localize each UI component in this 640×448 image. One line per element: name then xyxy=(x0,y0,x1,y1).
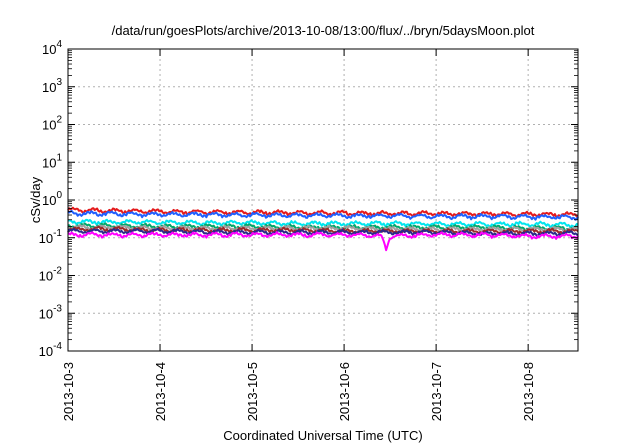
y-tick-label: 10-1 xyxy=(39,228,63,246)
y-tick-labels: 10-4 10-3 10-2 10-1 100 101 102 103 104 xyxy=(39,39,63,359)
y-tick-label: 103 xyxy=(42,77,62,95)
y-tick-label: 101 xyxy=(42,152,62,170)
y-axis-label: cSv/day xyxy=(28,176,43,223)
chart-title: /data/run/goesPlots/archive/2013-10-08/1… xyxy=(112,23,535,38)
x-tick-label: 2013-10-4 xyxy=(153,362,168,421)
y-tick-label: 104 xyxy=(42,39,62,57)
y-tick-label: 10-3 xyxy=(39,303,63,321)
x-tick-label: 2013-10-7 xyxy=(429,362,444,421)
x-tick-label: 2013-10-3 xyxy=(61,362,76,421)
y-tick-label: 100 xyxy=(42,190,62,208)
y-tick-label: 102 xyxy=(42,115,62,133)
series-line xyxy=(67,209,579,221)
grid xyxy=(68,49,578,351)
x-tick-label: 2013-10-8 xyxy=(521,362,536,421)
x-axis-label: Coordinated Universal Time (UTC) xyxy=(223,428,422,443)
series-line xyxy=(67,225,579,236)
axes xyxy=(67,48,579,352)
plot-frame xyxy=(67,48,579,352)
series-group xyxy=(67,206,579,252)
y-tick-label: 10-2 xyxy=(39,266,63,284)
x-tick-label: 2013-10-6 xyxy=(337,362,352,421)
x-tick-label: 2013-10-5 xyxy=(245,362,260,421)
x-tick-labels: 2013-10-3 2013-10-4 2013-10-5 2013-10-6 2013… xyxy=(61,362,536,421)
y-tick-label: 10-4 xyxy=(39,341,63,359)
series-line xyxy=(67,218,579,229)
series-line xyxy=(67,231,579,252)
